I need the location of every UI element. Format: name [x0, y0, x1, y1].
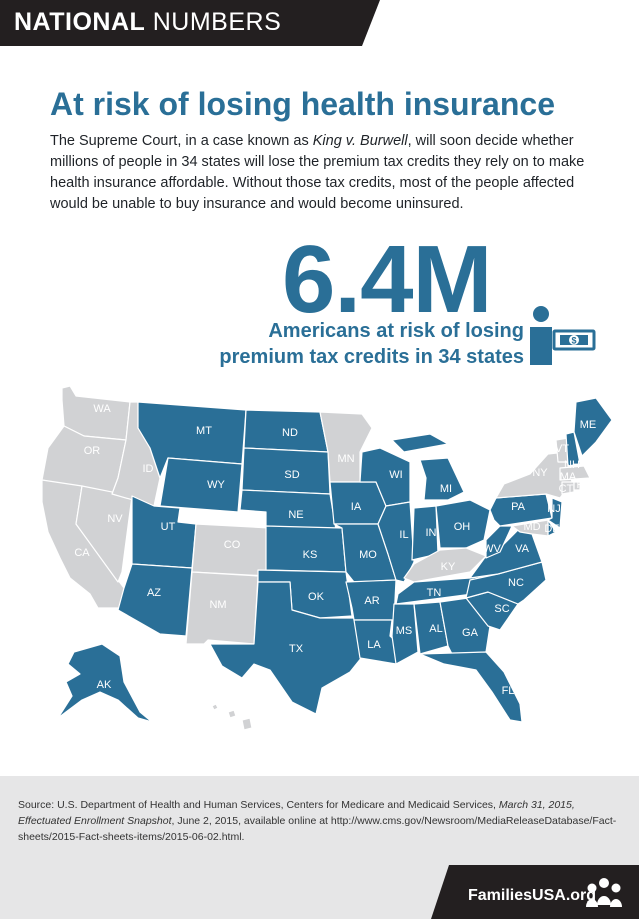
state-label-ut: UT — [161, 521, 176, 533]
state-mn — [319, 411, 373, 483]
state-label-nh: NH — [564, 459, 580, 471]
state-tx — [209, 581, 367, 715]
state-label-sc: SC — [494, 603, 509, 615]
state-label-or: OR — [84, 445, 101, 457]
state-va — [469, 529, 543, 579]
state-ct — [561, 481, 575, 495]
state-label-ga: GA — [462, 627, 479, 639]
state-label-mi: MI — [440, 483, 452, 495]
state-wy — [159, 457, 243, 513]
dollar-sign: $ — [571, 336, 576, 346]
brand-url[interactable]: FamiliesUSA.org — [468, 887, 597, 904]
state-label-id: ID — [143, 463, 154, 475]
state-label-vt: VT — [555, 443, 569, 455]
source-text-1: Source: U.S. Department of Health and Hu… — [18, 799, 499, 811]
state-il — [377, 501, 415, 583]
state-label-ne: NE — [288, 509, 303, 521]
person-with-dollar-bill-icon: $ — [530, 306, 596, 365]
state-label-ok: OK — [308, 591, 325, 603]
state-label-la: LA — [367, 639, 381, 651]
families-logo-icon — [586, 878, 622, 907]
state-label-ak: AK — [97, 679, 112, 691]
state-label-ca: CA — [74, 547, 90, 559]
header-band — [0, 0, 380, 46]
state-label-az: AZ — [147, 587, 161, 599]
state-label-mo: MO — [359, 549, 377, 561]
state-label-wy: WY — [207, 479, 225, 491]
case-name: King v. Burwell — [312, 133, 408, 149]
state-label-ar: AR — [364, 595, 379, 607]
state-label-co: CO — [224, 539, 241, 551]
state-label-tn: TN — [427, 587, 442, 599]
state-fl — [419, 651, 523, 723]
state-label-mn: MN — [337, 453, 354, 465]
state-label-sd: SD — [284, 469, 299, 481]
state-ms — [391, 603, 419, 665]
stat-value: 6.4M — [282, 226, 492, 333]
state-ri — [573, 481, 581, 491]
state-oh — [435, 499, 491, 549]
state-label-in: IN — [426, 527, 437, 539]
state-label-ct: CT — [559, 483, 574, 495]
state-label-ma: MA — [560, 471, 577, 483]
state-label-mt: MT — [196, 425, 212, 437]
state-label-nm: NM — [209, 599, 226, 611]
source-note: Source: U.S. Department of Health and Hu… — [18, 797, 624, 845]
section-header: NATIONAL NUMBERS — [14, 8, 281, 37]
state-label-wa: WA — [93, 403, 111, 415]
state-label-ny: NY — [532, 467, 548, 479]
stat-caption-line2: premium tax credits in 34 states — [219, 346, 524, 368]
state-label-de: DE — [544, 523, 559, 535]
state-hi — [211, 703, 253, 731]
state-label-il: IL — [399, 529, 408, 541]
intro-paragraph: The Supreme Court, in a case known as Ki… — [50, 131, 610, 215]
us-map: WA OR CA NV ID MT WY UT AZ CO NM ND SD NE KS OK TX MN IA MO… — [41, 385, 613, 731]
stat-caption-line1: Americans at risk of losing — [268, 320, 524, 342]
state-label-va: VA — [515, 543, 530, 555]
state-label-pa: PA — [511, 501, 526, 513]
intro-text-1: The Supreme Court, in a case known as — [50, 133, 313, 149]
state-label-ks: KS — [303, 549, 318, 561]
state-label-ky: KY — [441, 561, 456, 573]
state-label-md: MD — [523, 521, 540, 533]
state-label-nv: NV — [107, 513, 123, 525]
state-me — [573, 397, 613, 457]
state-label-ms: MS — [396, 625, 413, 637]
state-label-oh: OH — [454, 521, 471, 533]
state-md — [511, 519, 549, 537]
state-ma — [559, 465, 591, 481]
state-label-al: AL — [429, 623, 442, 635]
state-label-nc: NC — [508, 577, 524, 589]
state-label-nj: NJ — [547, 503, 560, 515]
state-label-ia: IA — [351, 501, 362, 513]
header-bold: NATIONAL — [14, 8, 146, 36]
state-nj — [547, 497, 563, 529]
page-title: At risk of losing health insurance — [50, 86, 555, 122]
state-label-tx: TX — [289, 643, 304, 655]
source-italic: March 31, 2015, Effectuated Enrollment S… — [18, 799, 575, 827]
stat-caption: Americans at risk of losing premium tax … — [192, 318, 524, 370]
state-label-nd: ND — [282, 427, 298, 439]
source-text-2: , June 2, 2015, available online at http… — [18, 815, 617, 843]
state-label-wv: WV — [483, 543, 501, 555]
state-mi — [391, 433, 465, 501]
state-ky — [403, 547, 487, 583]
header-light: NUMBERS — [152, 8, 282, 36]
state-az — [117, 563, 193, 637]
state-wv — [485, 525, 513, 559]
intro-text-2: , will soon decide whether millions of p… — [50, 133, 585, 212]
state-nh — [565, 431, 581, 467]
state-label-wi: WI — [389, 469, 402, 481]
state-label-fl: FL — [502, 685, 515, 697]
state-ak — [57, 643, 153, 723]
state-label-me: ME — [580, 419, 597, 431]
state-label-ri: RI — [577, 479, 588, 491]
